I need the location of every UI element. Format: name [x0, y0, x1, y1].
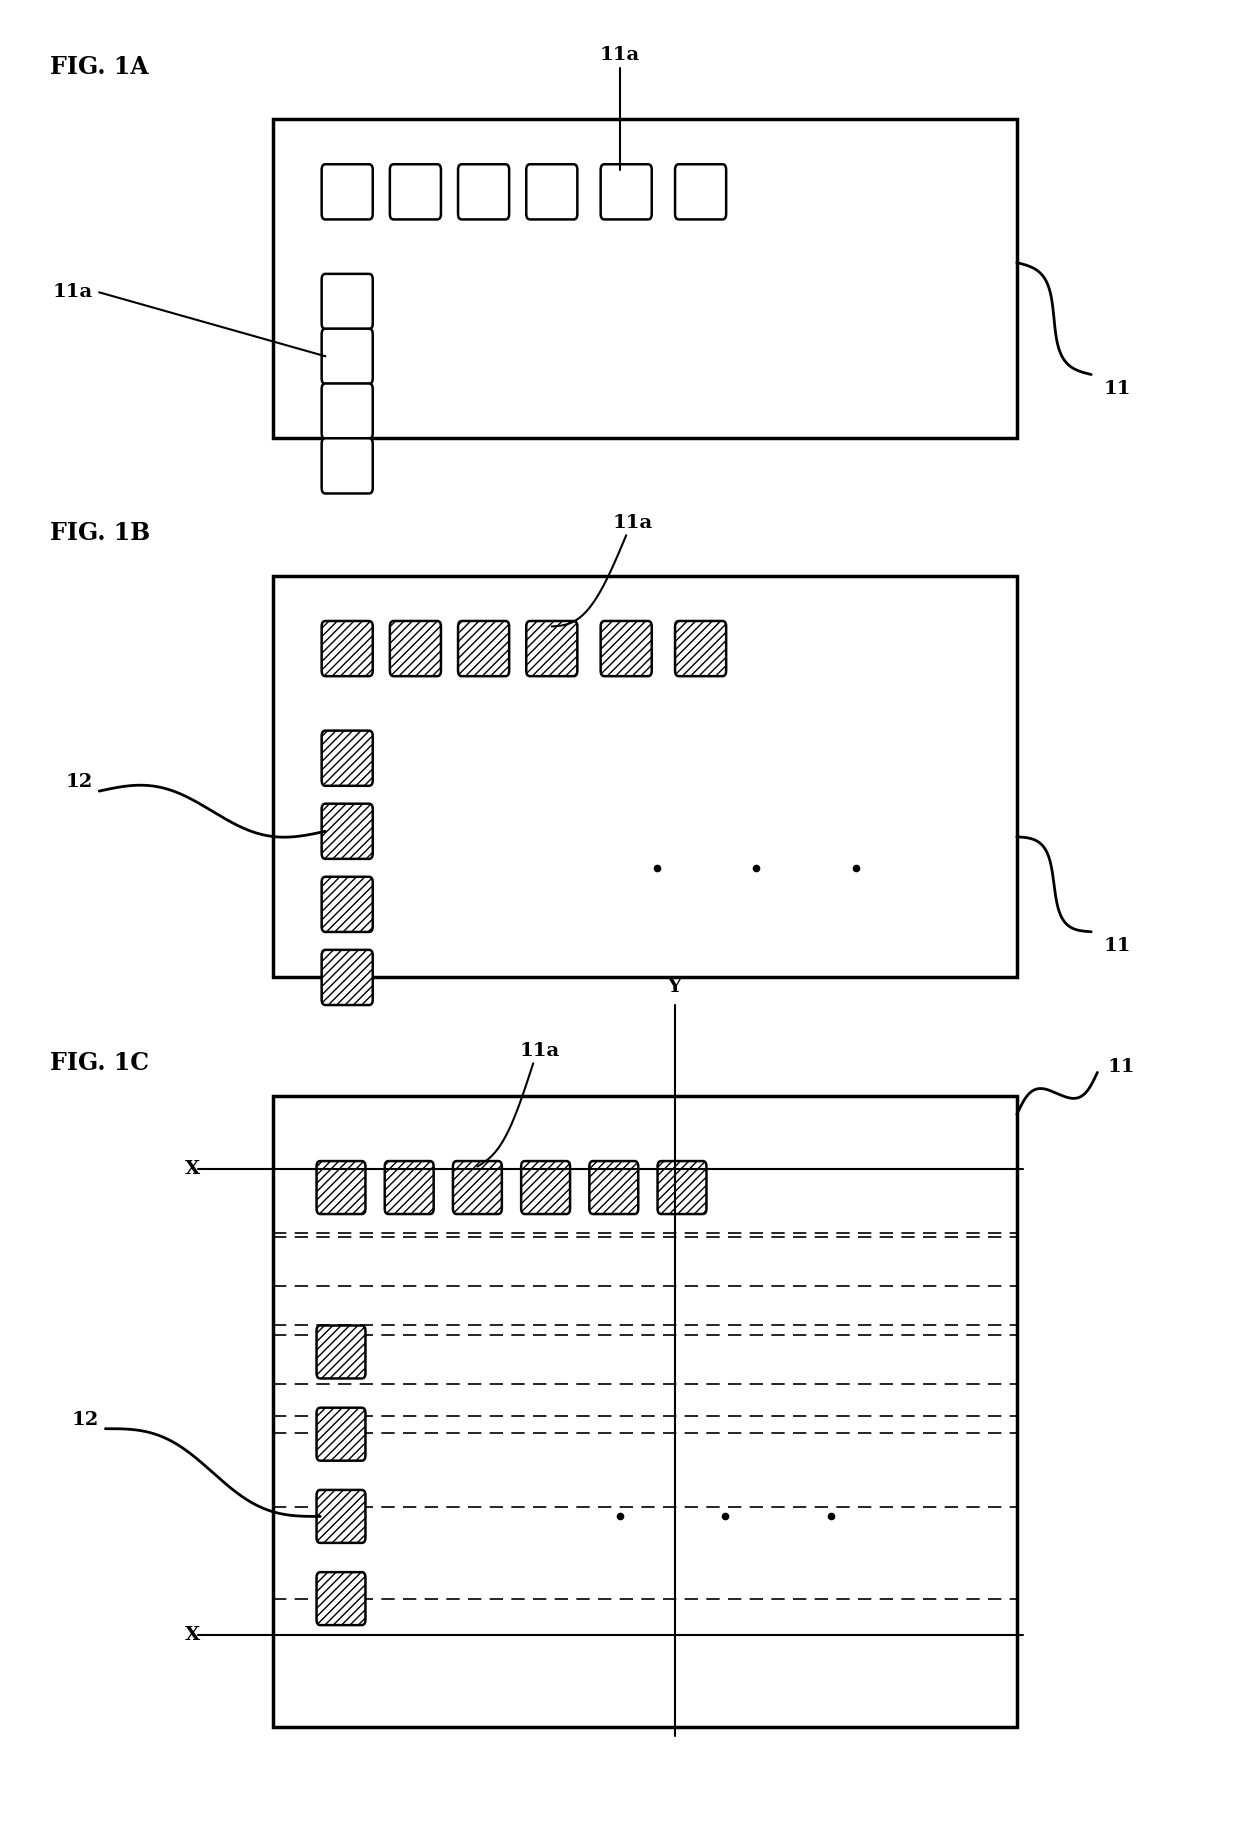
FancyBboxPatch shape	[321, 804, 373, 859]
FancyBboxPatch shape	[316, 1162, 366, 1213]
Text: FIG. 1B: FIG. 1B	[50, 521, 150, 544]
FancyBboxPatch shape	[321, 731, 373, 786]
FancyBboxPatch shape	[316, 1326, 366, 1378]
FancyBboxPatch shape	[321, 438, 373, 493]
FancyBboxPatch shape	[600, 621, 652, 676]
FancyBboxPatch shape	[526, 621, 578, 676]
Text: FIG. 1A: FIG. 1A	[50, 55, 149, 79]
FancyBboxPatch shape	[458, 164, 510, 219]
FancyBboxPatch shape	[316, 1491, 366, 1542]
Text: 11a: 11a	[613, 513, 652, 532]
Text: 11a: 11a	[600, 46, 640, 64]
FancyBboxPatch shape	[321, 274, 373, 329]
FancyBboxPatch shape	[321, 164, 373, 219]
Text: X: X	[185, 1626, 200, 1644]
FancyBboxPatch shape	[316, 1409, 366, 1460]
FancyBboxPatch shape	[526, 164, 578, 219]
Text: 11: 11	[1104, 937, 1131, 956]
FancyBboxPatch shape	[384, 1162, 434, 1213]
FancyBboxPatch shape	[675, 164, 727, 219]
FancyBboxPatch shape	[321, 877, 373, 932]
FancyBboxPatch shape	[657, 1162, 707, 1213]
Text: 11: 11	[1107, 1058, 1135, 1076]
FancyBboxPatch shape	[521, 1162, 570, 1213]
Text: 11: 11	[1104, 380, 1131, 398]
FancyBboxPatch shape	[321, 950, 373, 1005]
Text: 12: 12	[72, 1410, 99, 1429]
Text: FIG. 1C: FIG. 1C	[50, 1051, 149, 1074]
FancyBboxPatch shape	[589, 1162, 639, 1213]
Text: 11a: 11a	[520, 1041, 559, 1060]
FancyBboxPatch shape	[321, 384, 373, 438]
Bar	[273, 1096, 1017, 1727]
FancyBboxPatch shape	[316, 1573, 366, 1624]
Text: Y: Y	[667, 977, 682, 996]
FancyBboxPatch shape	[389, 164, 441, 219]
FancyBboxPatch shape	[600, 164, 652, 219]
Text: X: X	[185, 1160, 200, 1178]
Bar	[273, 119, 1017, 438]
FancyBboxPatch shape	[458, 621, 510, 676]
Text: 11a: 11a	[53, 283, 93, 301]
FancyBboxPatch shape	[453, 1162, 502, 1213]
Text: 12: 12	[66, 773, 93, 791]
FancyBboxPatch shape	[389, 621, 441, 676]
FancyBboxPatch shape	[321, 621, 373, 676]
FancyBboxPatch shape	[321, 329, 373, 384]
FancyBboxPatch shape	[675, 621, 727, 676]
Bar	[273, 576, 1017, 977]
